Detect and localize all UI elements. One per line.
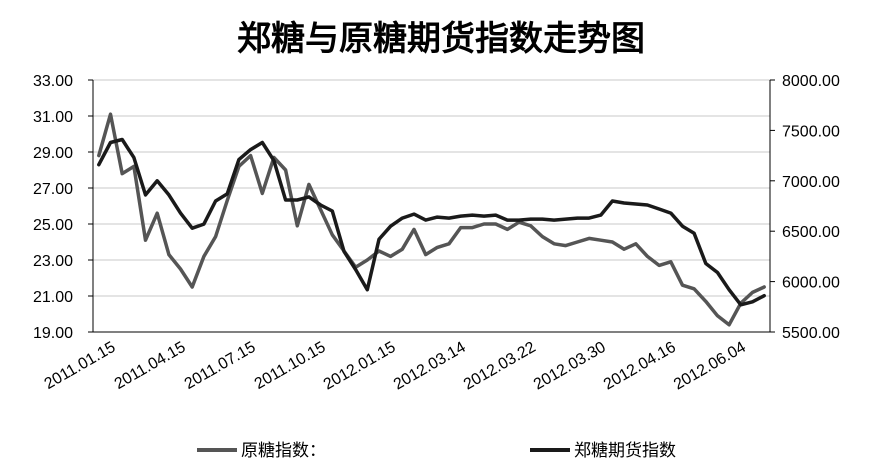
- legend: 原糖指数： 郑糖期货指数: [197, 441, 676, 461]
- series-line-raw-sugar: [97, 112, 766, 327]
- left-tick-label: 19.00: [33, 325, 73, 342]
- x-tick-label: 2011.10.15: [252, 339, 329, 393]
- gridlines: [93, 79, 770, 333]
- legend-label: 郑糖期货指数: [574, 441, 676, 461]
- x-tick-label: 2012.04.16: [601, 339, 679, 394]
- right-tick-label: 7000.00: [782, 174, 840, 191]
- right-tick-label: 7500.00: [782, 123, 840, 140]
- left-tick-label: 31.00: [33, 109, 73, 126]
- right-tick-label: 8000.00: [782, 73, 840, 90]
- left-axis-ticks: 33.00 31.00 29.00 27.00 25.00 23.00 21.00 19.00: [33, 73, 93, 342]
- left-tick-label: 21.00: [33, 289, 73, 306]
- left-tick-label: 25.00: [33, 217, 73, 234]
- x-tick-label: 2011.04.15: [112, 339, 189, 393]
- series-lines: [97, 112, 766, 327]
- x-tick-label: 2011.07.15: [182, 339, 259, 393]
- right-tick-label: 6000.00: [782, 275, 840, 292]
- x-tick-label: 2011.01.15: [42, 339, 119, 393]
- x-tick-label: 2012.03.30: [531, 339, 609, 394]
- x-axis-ticks: 2011.01.152011.04.152011.07.152011.10.15…: [42, 339, 749, 394]
- left-tick-label: 33.00: [33, 73, 73, 90]
- x-tick-label: 2012.03.14: [391, 339, 469, 394]
- left-tick-label: 23.00: [33, 253, 73, 270]
- series-line-zhengzhou-sugar: [97, 137, 766, 307]
- x-tick-label: 2012.06.04: [671, 339, 749, 394]
- left-tick-label: 27.00: [33, 181, 73, 198]
- x-tick-label: 2012.01.15: [321, 339, 399, 394]
- right-axis-ticks: 8000.00 7500.00 7000.00 6500.00 6000.00 5500.…: [770, 73, 840, 342]
- x-tick-label: 2012.03.22: [461, 339, 539, 394]
- right-tick-label: 5500.00: [782, 325, 840, 342]
- right-tick-label: 6500.00: [782, 224, 840, 241]
- axes: [92, 80, 771, 333]
- legend-label: 原糖指数：: [241, 441, 326, 461]
- left-tick-label: 29.00: [33, 145, 73, 162]
- chart-title: 郑糖与原糖期货指数走势图: [237, 19, 645, 59]
